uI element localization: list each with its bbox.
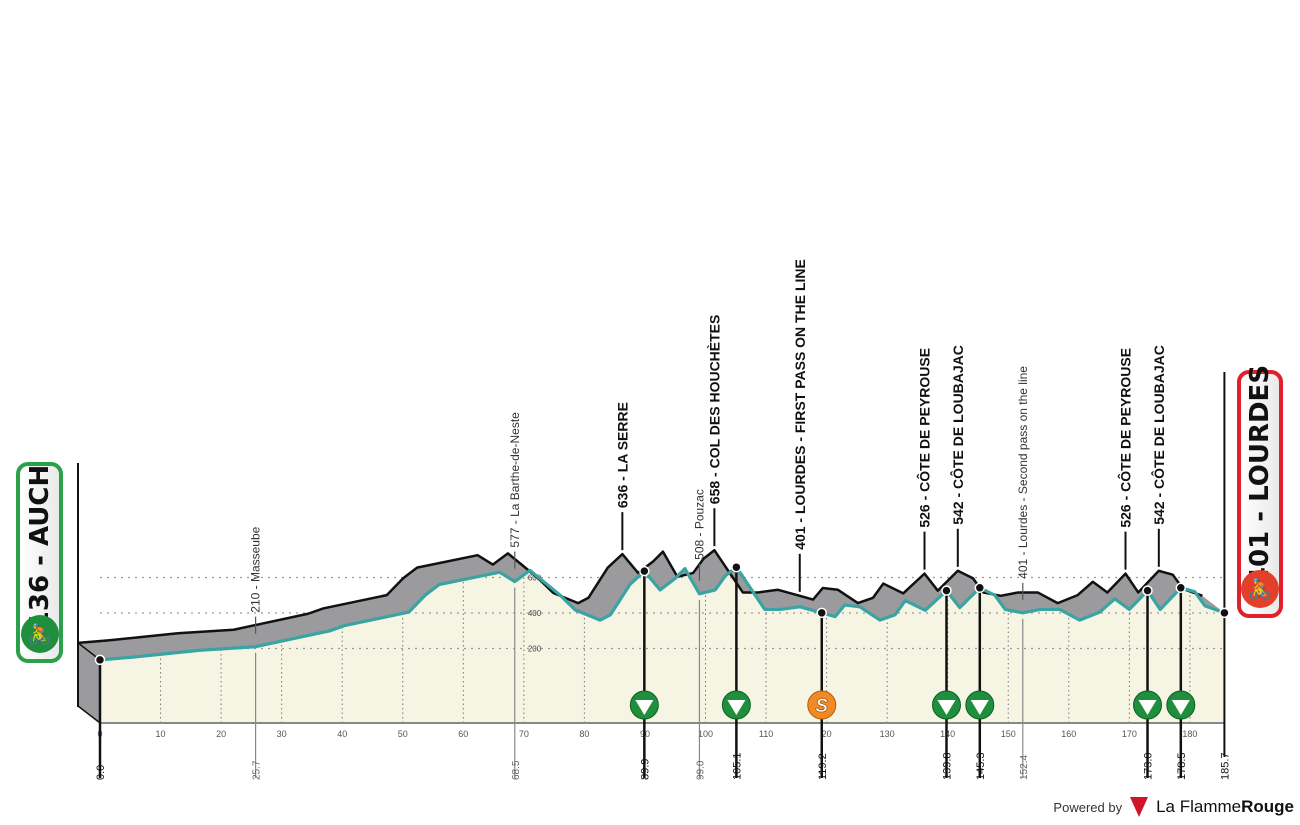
waypoint-km-label: 99.0 (695, 760, 706, 780)
x-tick-label: 20 (216, 729, 226, 739)
finish-badge: 401 - LOURDES 🚴 (1237, 365, 1283, 618)
powered-by: Powered by (1053, 799, 1123, 815)
start-label: 136 - AUCH (24, 464, 55, 630)
x-tick-label: 10 (156, 729, 166, 739)
climb-km-label: 139.8 (941, 752, 953, 780)
brand-a: La Flamme (1156, 797, 1242, 816)
climb-point (731, 561, 742, 573)
sprint-icon (807, 690, 837, 720)
profile-top-line (77, 548, 1203, 645)
climb-point (941, 585, 952, 596)
climb-label: 542 - CÔTE DE LOUBAJAC (1150, 345, 1167, 525)
brand-name[interactable]: La Flamme Rouge (1156, 797, 1294, 817)
climb-label: 526 - CÔTE DE PEYROUSE (1117, 348, 1134, 528)
footer: Powered by La Flamme Rouge (1053, 797, 1294, 817)
kom-icon-triangle (937, 700, 956, 715)
climb-km-label: 105.1 (731, 752, 743, 780)
x-tick-label: 130 (880, 729, 895, 739)
waypoint-km-label: 68.5 (511, 760, 522, 780)
x-tick-label: 180 (1182, 729, 1197, 739)
x-tick-label: 30 (277, 729, 287, 739)
kom-icon-triangle (635, 700, 654, 715)
climb-km-label: 145.3 (975, 752, 987, 780)
x-tick-label: 150 (1001, 729, 1016, 739)
climb-label: 658 - COL DES HOUCHÈTES (706, 315, 722, 505)
profile-line (99, 565, 1225, 662)
climb-km-label: 119.2 (817, 753, 829, 780)
climb-label: 636 - LA SERRE (614, 402, 630, 508)
kom-icon-triangle (727, 700, 746, 715)
waypoint-km-label: 25.7 (252, 760, 263, 780)
climb-point (1175, 582, 1187, 594)
kom-icon-triangle (1138, 700, 1157, 715)
waypoint-km-label: 152.4 (1019, 755, 1030, 780)
kom-icon-triangle (1171, 700, 1190, 715)
kom-icon-triangle (970, 700, 989, 715)
x-tick-label: 160 (1061, 729, 1076, 739)
endpoint-km-label: 0.0 (95, 765, 107, 780)
profile-band (78, 550, 1225, 660)
climb-km-label: 178.5 (1176, 752, 1188, 780)
climb-point (639, 565, 650, 577)
flamme-rouge-logo-icon (1130, 797, 1149, 817)
brand-b: Rouge (1241, 797, 1294, 816)
x-tick-label: 40 (337, 729, 347, 739)
x-tick-label: 20 (822, 729, 832, 739)
start-badge: 136 - AUCH 🚴 (16, 462, 63, 663)
sprint-icon-letter: S (815, 696, 828, 717)
climb-km-label: 89.9 (639, 759, 651, 780)
climb-point (816, 607, 828, 619)
climb-label: 401 - LOURDES - FIRST PASS ON THE LINE (792, 259, 808, 550)
endpoint-km-label: 185.7 (1219, 752, 1231, 780)
climb-label: 526 - CÔTE DE PEYROUSE (915, 348, 932, 528)
climb-point (974, 582, 986, 594)
waypoint-label: 508 - Pouzac (692, 489, 706, 560)
x-tick-label: 70 (519, 729, 529, 739)
x-tick-label: 110 (759, 729, 773, 739)
x-tick-label: 100 (698, 729, 713, 739)
profile-area (100, 567, 1225, 723)
climb-point (1142, 585, 1153, 596)
endpoint-dot (1219, 607, 1230, 619)
endpoint-dot (94, 654, 106, 666)
cyclist-icon: 🚴 (1241, 570, 1279, 608)
y-tick-label: 600 (528, 574, 542, 583)
waypoint-label: 401 - Lourdes - Second pass on the line (1016, 366, 1030, 579)
climb-km-label: 173.0 (1143, 752, 1155, 780)
x-tick-label: 50 (398, 729, 408, 739)
x-tick-label: 80 (579, 729, 589, 739)
cyclist-icon: 🚴 (20, 615, 59, 653)
y-tick-label: 400 (528, 609, 542, 618)
waypoint-label: 577 - La Barthe-de-Neste (508, 412, 522, 548)
y-tick-label: 200 (528, 645, 542, 654)
x-tick-label: 60 (458, 729, 468, 739)
finish-label: 401 - LOURDES (1245, 364, 1275, 585)
climb-label: 542 - CÔTE DE LOUBAJAC (949, 345, 966, 525)
waypoint-label: 210 - Masseube (249, 526, 263, 612)
x-tick-label: 170 (1122, 729, 1137, 739)
